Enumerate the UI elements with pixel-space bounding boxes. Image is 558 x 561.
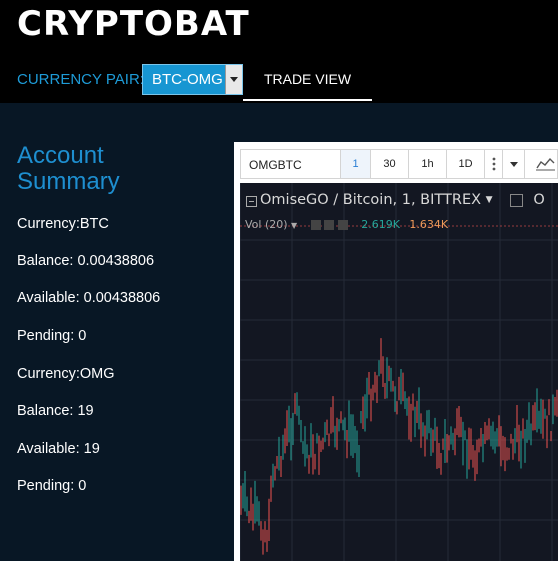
chart-type-icon[interactable]	[531, 150, 558, 178]
candlestick-plot	[240, 183, 558, 561]
hide-icon[interactable]	[324, 220, 335, 230]
account-available-btc: Available: 0.00438806	[17, 290, 161, 306]
settings-icon[interactable]	[310, 220, 321, 230]
currency-pair-label: CURRENCY PAIR:	[17, 71, 144, 88]
chart-legend-title: OmiseGO / Bitcoin, 1, BITTREX	[260, 192, 482, 208]
interval-1d[interactable]: 1D	[447, 150, 485, 178]
volume-legend: Vol (20) ▼ 2.619K 1.634K	[245, 218, 448, 231]
price-chart[interactable]: OmiseGO / Bitcoin, 1, BITTREX ▼ O Vol (2…	[240, 183, 558, 561]
chevron-down-icon[interactable]	[225, 65, 242, 94]
account-available-omg: Available: 19	[17, 441, 100, 457]
chevron-down-icon[interactable]	[503, 150, 525, 178]
app-header: CRYPTOBAT CURRENCY PAIR: BTC-OMG TRADE V…	[0, 0, 558, 103]
account-balance-omg: Balance: 19	[17, 403, 94, 419]
tab-trade-view[interactable]: TRADE VIEW	[243, 63, 372, 101]
account-summary-title: Account Summary	[17, 142, 120, 195]
more-vertical-icon[interactable]	[485, 150, 503, 178]
collapse-legend-icon[interactable]	[246, 196, 258, 208]
ohlc-open-label: O	[533, 192, 545, 208]
close-icon[interactable]	[337, 220, 348, 230]
symbol-input[interactable]: OMGBTC	[241, 150, 341, 178]
volume-value-down: 1.634K	[409, 218, 449, 231]
chart-toolbar: OMGBTC 1 30 1h 1D	[240, 149, 558, 179]
chevron-down-icon[interactable]: ▼	[485, 195, 493, 205]
currency-pair-value: BTC-OMG	[152, 71, 223, 88]
account-balance-btc: Balance: 0.00438806	[17, 253, 155, 269]
interval-1h[interactable]: 1h	[409, 150, 447, 178]
account-currency-omg: Currency:OMG	[17, 366, 115, 382]
interval-1[interactable]: 1	[341, 150, 371, 178]
volume-label: Vol (20)	[245, 218, 288, 231]
chart-legend: OmiseGO / Bitcoin, 1, BITTREX ▼ O	[244, 192, 545, 208]
interval-30[interactable]: 30	[371, 150, 409, 178]
chevron-down-icon[interactable]: ▼	[291, 221, 298, 230]
currency-pair-select[interactable]: BTC-OMG	[142, 64, 243, 95]
volume-value-up: 2.619K	[361, 218, 400, 231]
app-logo: CRYPTOBAT	[17, 4, 250, 44]
camera-icon[interactable]	[509, 193, 523, 207]
account-currency-btc: Currency:BTC	[17, 216, 109, 232]
account-pending-btc: Pending: 0	[17, 328, 87, 344]
tab-trade-view-label: TRADE VIEW	[263, 71, 352, 87]
account-pending-omg: Pending: 0	[17, 478, 87, 494]
